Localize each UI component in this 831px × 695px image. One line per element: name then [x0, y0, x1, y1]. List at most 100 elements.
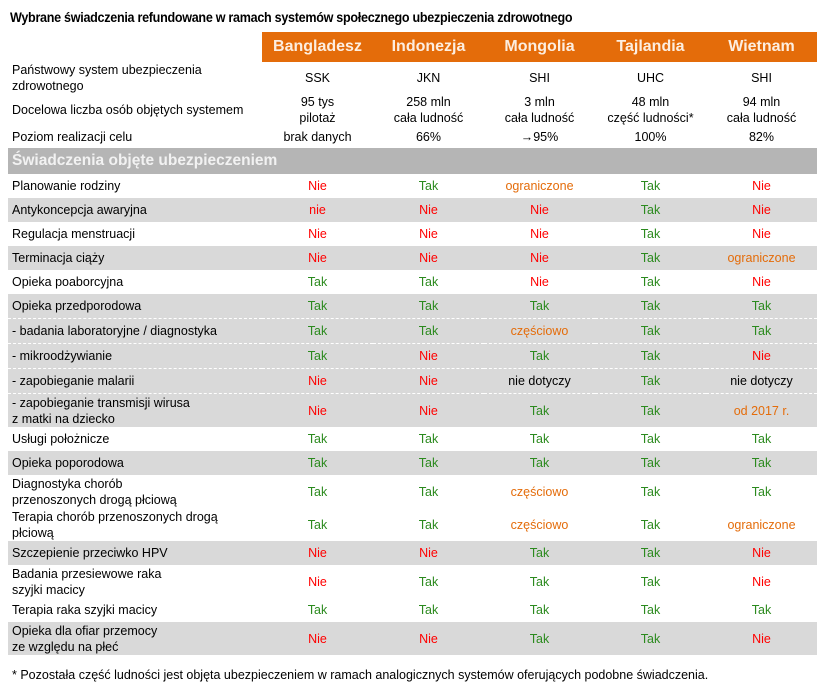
cell-value: Tak: [595, 451, 706, 475]
row-label: - mikroodżywianie: [8, 343, 262, 369]
cell-value: Nie: [752, 179, 771, 193]
info-row: Państwowy system ubezpieczenia zdrowotne…: [8, 62, 817, 94]
country-header: Mongolia: [484, 32, 595, 62]
benefit-row: Badania przesiewowe raka szyjki macicy Nie…: [8, 565, 817, 598]
cell-value: Nie: [706, 198, 817, 222]
cell-value: 100%: [634, 130, 667, 144]
cell-value: Nie: [706, 541, 817, 565]
footnote: * Pozostała część ludności jest objęta u…: [12, 668, 709, 682]
cell-value: Nie: [530, 275, 549, 289]
header-blank: [8, 32, 262, 62]
cell-value: Tak: [595, 318, 706, 344]
benefit-row: Szczepienie przeciwko HPV Nie Nie Tak Tak Nie: [8, 541, 817, 565]
cell-value: Tak: [706, 318, 817, 344]
cell-value: ograniczone: [727, 517, 796, 532]
cell-value: Tak: [751, 603, 772, 617]
benefit-row: Regulacja menstruacji Nie Nie Nie Tak Nie: [8, 222, 817, 246]
cell-value: Nie: [262, 393, 373, 427]
row-label: Usługi położnicze: [12, 432, 110, 446]
cell-value: Tak: [307, 432, 328, 446]
cell-value: SSK: [304, 71, 330, 85]
row-label: - zapobieganie malarii: [8, 368, 262, 394]
row-label: Docelowa liczba osób objętych systemem: [12, 103, 244, 117]
row-label: Państwowy system ubezpieczenia zdrowotne…: [12, 63, 202, 93]
info-row: Poziom realizacji celu brak danych 66% →95%…: [8, 126, 817, 148]
benefit-row: Antykoncepcja awaryjna nie Nie Nie Tak Nie: [8, 198, 817, 222]
row-label: Opieka poaborcyjna: [12, 275, 124, 289]
cell-value: Tak: [262, 294, 373, 319]
cell-value: Tak: [640, 432, 661, 446]
cell-value: 258 mln cała ludność: [393, 95, 464, 125]
cell-value: Tak: [484, 451, 595, 475]
cell-value: Tak: [640, 484, 661, 499]
cell-value: Nie: [373, 368, 484, 394]
cell-value: częściowo: [484, 318, 595, 344]
row-label: Poziom realizacji celu: [12, 130, 133, 144]
cell-value: nie: [262, 198, 373, 222]
cell-value: Tak: [595, 246, 706, 270]
cell-value: Tak: [595, 541, 706, 565]
cell-value: brak danych: [283, 130, 352, 144]
benefit-row: Terapia chorób przenoszonych drogą płciow…: [8, 508, 817, 541]
country-header: Indonezja: [373, 32, 484, 62]
cell-value: 82%: [748, 130, 775, 144]
cell-value: Tak: [529, 574, 550, 589]
cell-value: Tak: [484, 294, 595, 319]
row-label: Diagnostyka chorób przenoszonych drogą pł…: [12, 476, 177, 507]
cell-value: Tak: [640, 574, 661, 589]
cell-value: Nie: [262, 541, 373, 565]
cell-value: Tak: [418, 275, 439, 289]
row-label: - zapobieganie transmisji wirusa z matki …: [8, 393, 262, 427]
cell-value: Tak: [262, 318, 373, 344]
cell-value: Nie: [419, 227, 438, 241]
benefit-row: Opieka przedporodowa Tak Tak Tak Tak Tak: [8, 294, 817, 319]
cell-value: Tak: [484, 343, 595, 369]
cell-value: Nie: [752, 574, 771, 589]
row-label: Opieka dla ofiar przemocy ze względu na p…: [8, 622, 262, 655]
benefits-table: Bangladesz Indonezja Mongolia Tajlandia Wiet…: [8, 32, 817, 655]
benefit-row: - zapobieganie transmisji wirusa z matki …: [8, 393, 817, 427]
row-label: Terminacja ciąży: [8, 246, 262, 270]
cell-value: Nie: [308, 179, 327, 193]
cell-value: UHC: [636, 71, 665, 85]
benefit-row: Terminacja ciąży Nie Nie Nie Tak ograniczone: [8, 246, 817, 270]
benefit-row: Opieka dla ofiar przemocy ze względu na p…: [8, 622, 817, 655]
cell-value: Nie: [373, 198, 484, 222]
row-label: Terapia raka szyjki macicy: [12, 603, 158, 617]
benefit-row: Planowanie rodziny Nie Tak ograniczone Tak Ni…: [8, 174, 817, 198]
cell-value: nie dotyczy: [484, 368, 595, 394]
info-row: Docelowa liczba osób objętych systemem 95…: [8, 94, 817, 126]
cell-value: Nie: [484, 198, 595, 222]
cell-value: Tak: [640, 603, 661, 617]
section-title: Świadczenia objęte ubezpieczeniem: [8, 148, 817, 174]
cell-value: Nie: [262, 622, 373, 655]
benefit-row: - mikroodżywianie Tak Nie Tak Tak Nie: [8, 343, 817, 369]
cell-value: Tak: [595, 368, 706, 394]
row-label: Planowanie rodziny: [12, 179, 121, 193]
cell-value: SHI: [529, 71, 550, 85]
cell-value: Tak: [418, 603, 439, 617]
cell-value: ograniczone: [706, 246, 817, 270]
cell-value: Nie: [373, 246, 484, 270]
country-header: Tajlandia: [595, 32, 706, 62]
cell-value: Tak: [706, 451, 817, 475]
cell-value: SHI: [751, 71, 772, 85]
row-label: Opieka przedporodowa: [8, 294, 262, 319]
page-title: Wybrane świadczenia refundowane w ramach…: [10, 10, 573, 25]
cell-value: Tak: [484, 541, 595, 565]
cell-value: Nie: [373, 541, 484, 565]
cell-value: Nie: [308, 227, 327, 241]
cell-value: Nie: [373, 343, 484, 369]
cell-value: Tak: [418, 517, 439, 532]
cell-value: Tak: [640, 517, 661, 532]
cell-value: Tak: [262, 451, 373, 475]
row-label: Opieka poporodowa: [8, 451, 262, 475]
row-label: Szczepienie przeciwko HPV: [8, 541, 262, 565]
row-label: Terapia chorób przenoszonych drogą płciow…: [12, 509, 218, 540]
cell-value: Nie: [373, 393, 484, 427]
cell-value: Nie: [262, 368, 373, 394]
benefit-row: Opieka poaborcyjna Tak Tak Nie Tak Nie: [8, 270, 817, 294]
cell-value: Tak: [307, 603, 328, 617]
cell-value: Tak: [418, 484, 439, 499]
cell-value: częściowo: [510, 484, 569, 499]
